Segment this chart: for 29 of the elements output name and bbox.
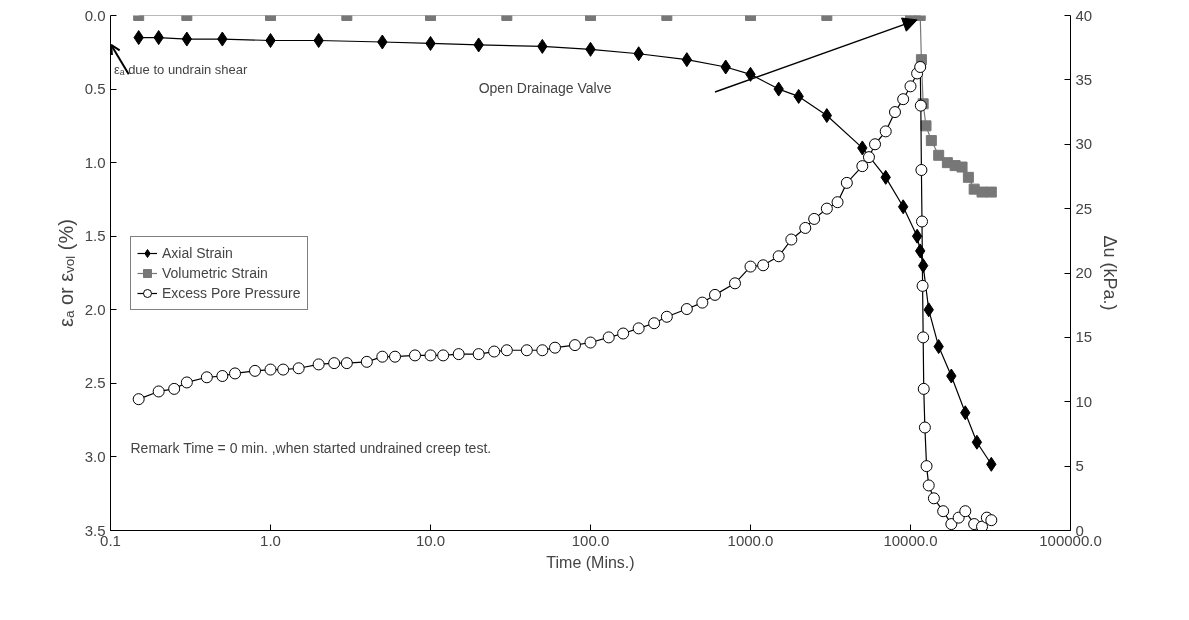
legend-label: Excess Pore Pressure: [162, 284, 301, 301]
y2-axis-title: Δu (kPa.): [1100, 235, 1121, 311]
x-tick-label: 10.0: [415, 531, 446, 549]
y2-tick-label: 20: [1075, 264, 1093, 281]
y-tick-label: 2.5: [84, 374, 106, 392]
y-tick-label: 2.0: [84, 300, 106, 318]
y-tick-label: 3.0: [84, 447, 106, 465]
x-tick-label: 1000.0: [727, 531, 774, 549]
y2-tick-label: 35: [1075, 70, 1093, 88]
y-tick-label: 0.0: [84, 6, 106, 24]
x-tick-label: 1.0: [260, 531, 281, 549]
y2-tick-label: 5: [1075, 457, 1084, 475]
y2-tick-label: 15: [1075, 328, 1093, 346]
x-tick-label: 10000.0: [883, 531, 938, 549]
y2-tick-label: 30: [1075, 135, 1093, 153]
y-tick-label: 1.0: [84, 153, 106, 171]
x-tick-label: 100.0: [571, 531, 610, 549]
legend-label: Volumetric Strain: [162, 264, 268, 281]
x-axis-title: Time (Mins.): [546, 553, 635, 571]
annotation: Open Drainage Valve: [478, 80, 612, 97]
annotation: εₐ due to undrain shear: [113, 62, 249, 78]
y2-tick-label: 10: [1075, 392, 1093, 410]
y-tick-label: 1.5: [84, 227, 106, 245]
legend-label: Axial Strain: [162, 244, 233, 261]
y-tick-label: 0.5: [84, 80, 106, 98]
y-axis-title: εₐ or εᵥₒₗ (%): [54, 219, 77, 327]
y2-tick-label: 25: [1075, 199, 1093, 217]
y2-tick-label: 40: [1075, 6, 1093, 24]
annotation: Remark Time = 0 min. ,when started undrained creep test.: [130, 439, 492, 456]
